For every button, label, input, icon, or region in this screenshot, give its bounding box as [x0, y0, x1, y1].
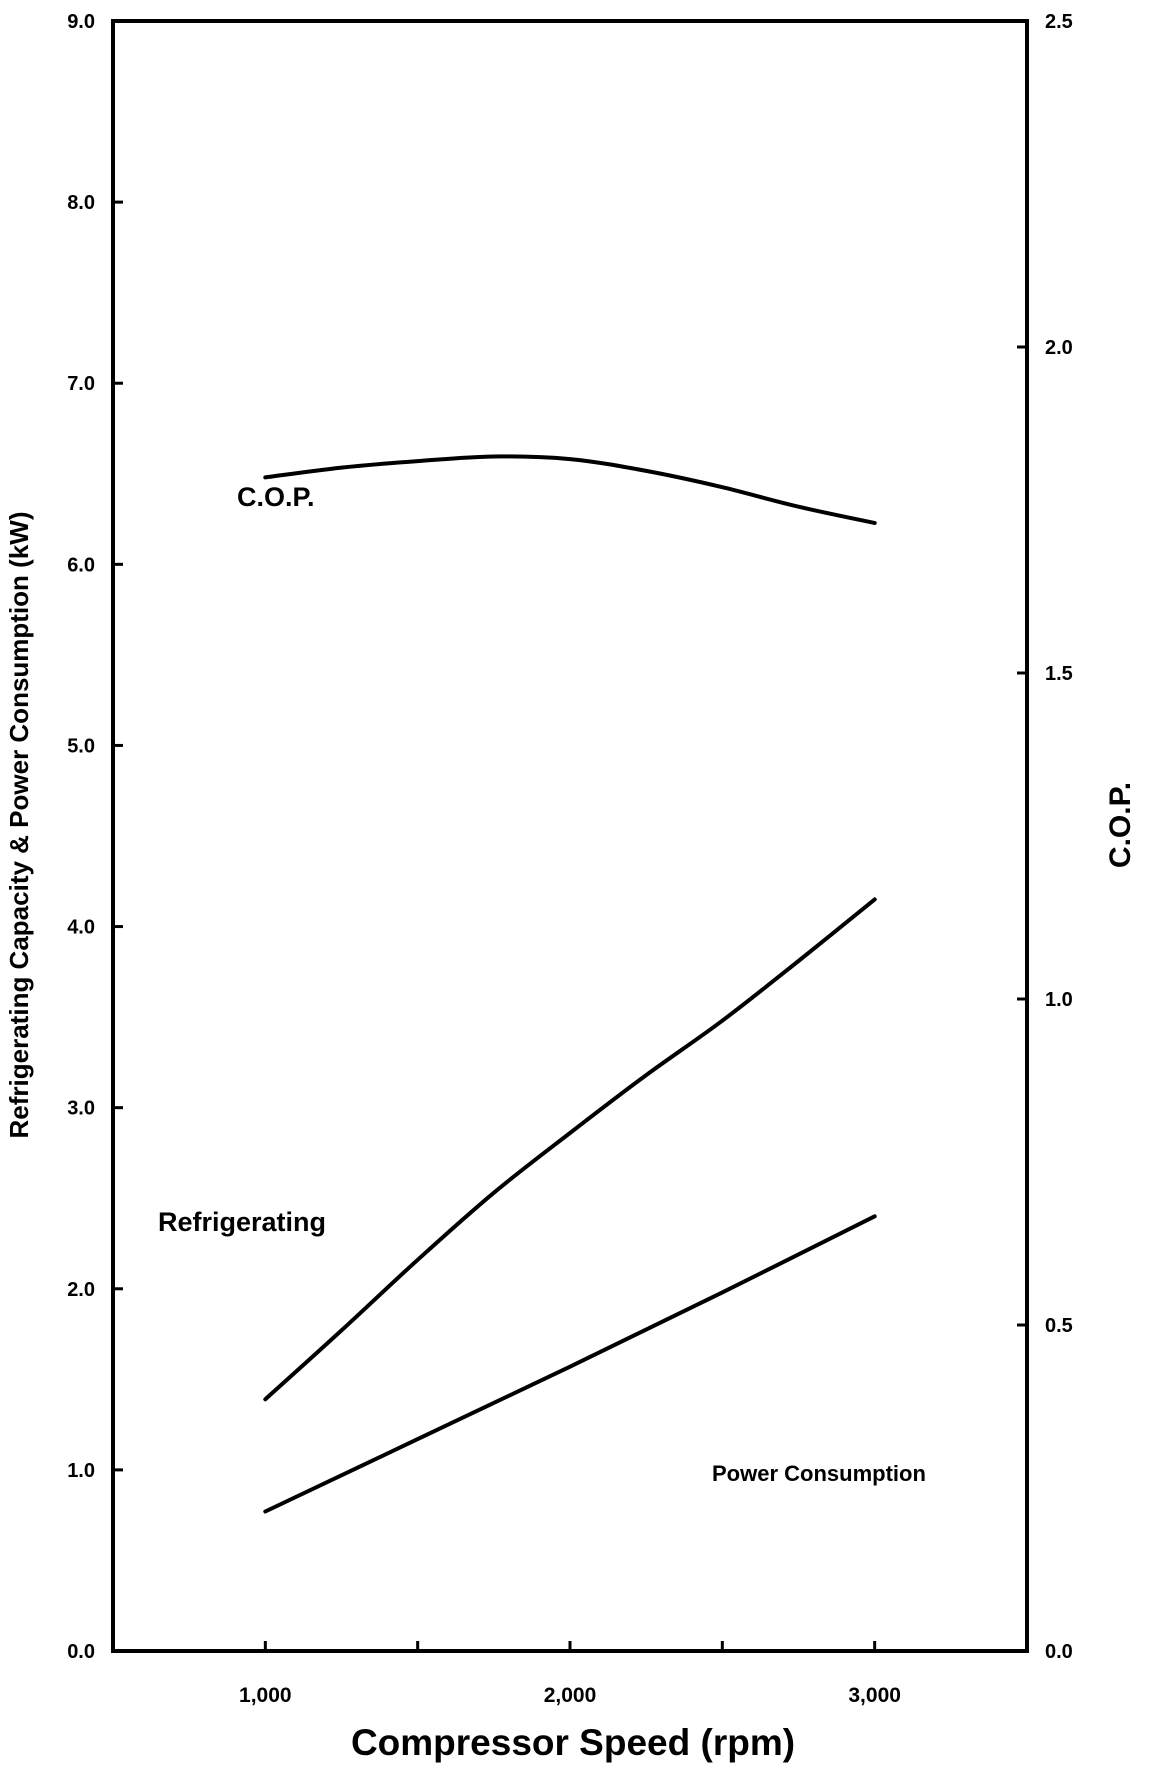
- y-left-tick-label: 5.0: [67, 735, 95, 757]
- series-label-c-o-p: C.O.P.: [237, 482, 315, 512]
- y-left-tick-label: 3.0: [67, 1098, 95, 1120]
- series-line-refrigerating: [263, 897, 877, 1402]
- y-left-tick-label: 4.0: [67, 917, 95, 939]
- y-right-tick-label: 1.5: [1045, 663, 1073, 685]
- x-tick-label: 2,000: [544, 1684, 597, 1707]
- x-axis-label: Compressor Speed (rpm): [351, 1722, 795, 1763]
- y-axis-left-label: Refrigerating Capacity & Power Consumpti…: [4, 512, 34, 1139]
- y-right-tick-label: 1.0: [1045, 989, 1073, 1011]
- y-right-tick-label: 2.5: [1045, 11, 1073, 33]
- y-left-tick-label: 6.0: [67, 554, 95, 576]
- y-right-tick-label: 0.5: [1045, 1315, 1073, 1337]
- y-left-tick-label: 2.0: [67, 1279, 95, 1301]
- y-axis-right-label: C.O.P.: [1104, 782, 1137, 868]
- series-label-power-consumption: Power Consumption: [712, 1461, 926, 1486]
- x-tick-label: 1,000: [239, 1684, 292, 1707]
- y-right-tick-label: 0.0: [1045, 1641, 1073, 1663]
- x-tick-label: 3,000: [848, 1684, 901, 1707]
- y-right-tick-label: 2.0: [1045, 337, 1073, 359]
- series-line-power-consumption: [263, 1214, 877, 1514]
- series-group: [263, 454, 877, 1514]
- y-left-tick-label: 7.0: [67, 373, 95, 395]
- series-labels: C.O.P. Refrigerating Power Consumption: [158, 482, 926, 1486]
- axes: [111, 19, 1029, 1653]
- y-left-tick-label: 1.0: [67, 1460, 95, 1482]
- y-left-tick-label: 0.0: [67, 1641, 95, 1663]
- series-line-c-o-p: [263, 454, 877, 525]
- y-left-tick-label: 8.0: [67, 192, 95, 214]
- ticks: 1,000 2,000 3,000 0.0 1.0 2.0 3.0 4.0 5.0 6.0 7.0 8…: [67, 11, 1073, 1707]
- series-label-refrigerating: Refrigerating: [158, 1207, 326, 1237]
- y-left-tick-label: 9.0: [67, 11, 95, 33]
